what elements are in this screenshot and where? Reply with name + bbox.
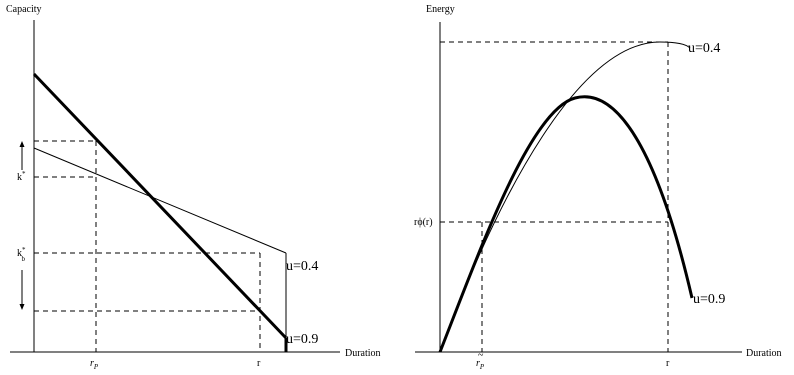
right-label-u09: u=0.9 [693, 292, 725, 307]
left-panel: Capacity Duration k* k* b rP r u=0.4 u=0.… [6, 4, 381, 371]
right-x-axis-label: Duration [746, 348, 782, 359]
right-curve-u04 [439, 41, 691, 353]
left-curve-u04 [33, 147, 287, 254]
left-arrow-kb-head [19, 304, 25, 310]
right-y-axis-label: Energy [426, 4, 455, 15]
left-label-u09: u=0.9 [286, 332, 318, 347]
right-panel: Energy Duration rϕ(r) rP r ~ u=0.4 u=0.9 [414, 4, 782, 371]
right-tick-rp: rP [476, 358, 485, 371]
left-tick-rp: rP [90, 358, 99, 371]
right-curve-u09 [438, 95, 694, 353]
right-tick-rp-tilde: ~ [478, 350, 484, 361]
left-label-u04: u=0.4 [286, 259, 318, 274]
left-y-axis-label: Capacity [6, 4, 42, 15]
left-curve-u09 [32, 72, 288, 340]
left-arrow-k-head [19, 141, 25, 147]
left-tick-r: r [257, 358, 261, 369]
right-label-u04: u=0.4 [688, 41, 720, 56]
left-x-axis-label: Duration [345, 348, 381, 359]
left-tick-k: k* [17, 170, 26, 183]
left-tick-kb: k* b [17, 246, 26, 263]
right-tick-r: r [666, 358, 670, 369]
right-tick-rphi: rϕ(r) [414, 217, 433, 228]
